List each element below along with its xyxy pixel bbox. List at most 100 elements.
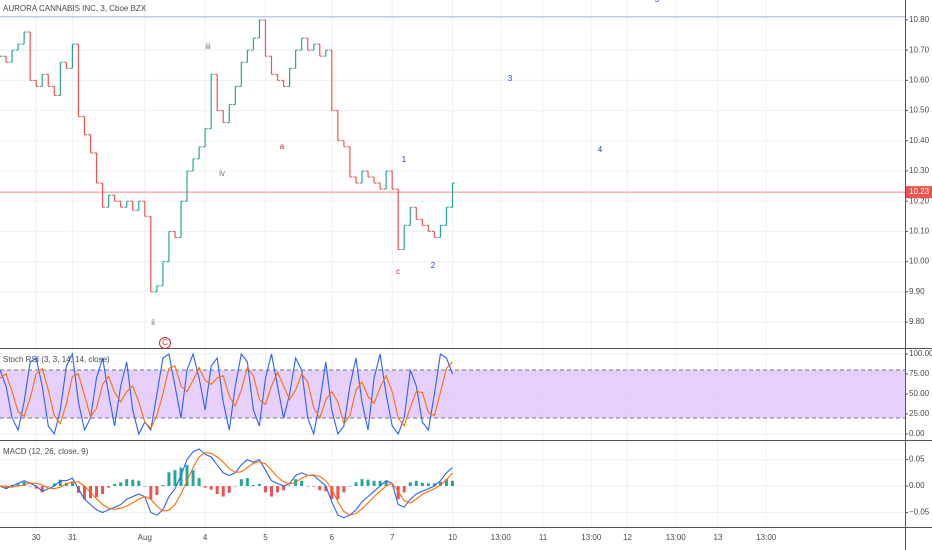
wave-label: iv	[219, 169, 225, 178]
wave-label: 3	[508, 74, 513, 83]
histogram-bar	[330, 486, 334, 500]
price-bar	[317, 43, 323, 57]
price-bar	[148, 215, 154, 293]
y-tick-label: 10.60	[909, 75, 930, 84]
histogram-bar	[444, 479, 448, 487]
price-bar	[160, 261, 166, 287]
price-bar	[305, 37, 311, 51]
wave-label: 1	[402, 155, 407, 164]
x-tick-label: 5	[263, 533, 268, 542]
price-bar	[311, 43, 317, 51]
price-bar	[3, 55, 9, 63]
price-bar	[45, 73, 51, 87]
price-bar	[232, 85, 238, 106]
histogram-bar	[95, 486, 99, 498]
x-tick-label: 13:00	[756, 533, 777, 542]
y-tick-label: 10.10	[909, 227, 930, 236]
histogram-bar	[354, 482, 358, 487]
histogram-bar	[245, 478, 249, 487]
price-bar	[75, 43, 81, 118]
wave-label: ii	[151, 318, 155, 327]
price-bar	[450, 182, 455, 208]
price-bar	[401, 224, 407, 251]
price-bar	[299, 37, 305, 51]
last-price-label: 10.23	[909, 187, 930, 196]
price-bar	[118, 200, 124, 208]
histogram-bar	[221, 486, 225, 497]
labels-layer: 30 31 Aug 4 5 6 7 10 13:00 11 13:00 12 13:00 13 13:009…	[32, 0, 932, 542]
y-tick-label: 10.50	[909, 106, 930, 115]
price-bar	[172, 230, 178, 238]
histogram-bar	[438, 481, 442, 487]
price-bar	[178, 200, 184, 238]
price-bar	[69, 43, 75, 69]
histogram-bar	[396, 486, 400, 500]
histogram-bar	[113, 483, 117, 487]
histogram-bar	[270, 486, 273, 497]
histogram-bar	[366, 479, 370, 487]
price-bar	[407, 206, 413, 226]
price-bar	[275, 73, 281, 81]
price-bar	[425, 224, 431, 232]
price-bar	[100, 182, 106, 208]
x-tick-label: 31	[68, 533, 77, 542]
price-bar	[389, 170, 395, 190]
price-bar	[94, 152, 100, 184]
histogram-bar	[52, 483, 56, 487]
x-tick-label: 4	[203, 533, 208, 542]
price-bar	[154, 285, 160, 293]
histogram-bar	[451, 480, 454, 487]
histogram-bar	[348, 486, 352, 487]
histogram-bar	[324, 486, 328, 492]
histogram-bar	[276, 486, 280, 493]
indicator-title: MACD (12, 26, close, 9)	[3, 447, 89, 456]
histogram-bar	[288, 485, 292, 487]
price-bar	[365, 170, 371, 178]
wave-label: 2	[431, 261, 436, 270]
wave-label: C	[162, 338, 168, 347]
y-tick-label: 10.00	[909, 257, 930, 266]
wave-label: c	[396, 267, 400, 276]
last-price-tag	[906, 186, 932, 199]
histogram-bar	[300, 480, 304, 487]
histogram-bar	[390, 486, 394, 487]
price-bar	[431, 230, 437, 238]
x-tick-label: 13:00	[666, 533, 687, 542]
histogram-bar	[82, 486, 86, 500]
x-tick-label: 12	[623, 533, 632, 542]
price-bar	[226, 104, 232, 124]
histogram-bar	[384, 480, 388, 487]
price-bar	[9, 49, 15, 63]
histogram-bar	[191, 470, 195, 487]
histogram-bar	[342, 486, 346, 493]
price-bar	[413, 206, 419, 220]
histogram-bar	[414, 480, 418, 487]
y-tick-label: 9.90	[909, 287, 925, 296]
price-bar	[220, 110, 226, 124]
x-tick-label: 13:00	[581, 533, 602, 542]
x-tick-label: Aug	[138, 533, 152, 542]
price-bar	[88, 134, 93, 154]
price-bar	[39, 73, 45, 87]
price-bar	[196, 146, 202, 160]
wave-label: a	[280, 142, 285, 151]
price-bar	[262, 19, 268, 57]
y-tick-label: 10.80	[909, 15, 930, 24]
histogram-bar	[432, 483, 436, 487]
price-bar	[269, 55, 274, 75]
histogram-bar	[336, 486, 340, 500]
histogram-bar	[420, 482, 424, 487]
histogram-bar	[402, 486, 406, 493]
histogram-bar	[70, 482, 74, 487]
x-tick-label: 30	[32, 533, 41, 542]
histogram-bar	[312, 486, 316, 487]
price-bar	[0, 55, 3, 58]
price-bar	[214, 73, 220, 112]
price-bar	[51, 85, 57, 96]
x-tick-label: 6	[330, 533, 335, 542]
histogram-bar	[161, 484, 165, 487]
price-bar	[166, 230, 172, 263]
price-bar	[335, 110, 341, 142]
wave-circle	[159, 337, 171, 349]
